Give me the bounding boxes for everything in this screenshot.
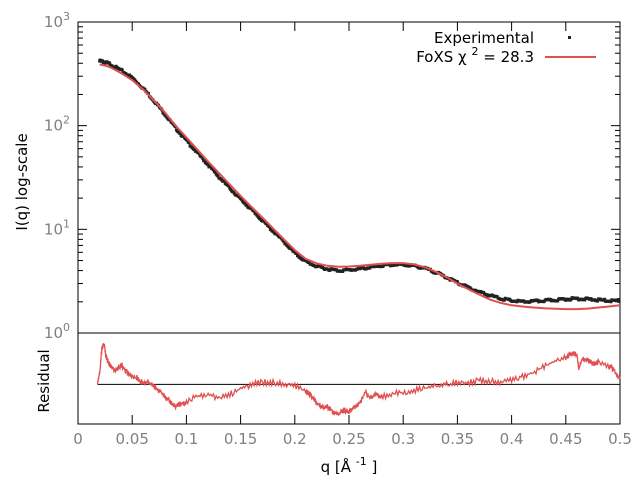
experimental-point xyxy=(197,151,201,155)
experimental-point xyxy=(178,131,182,135)
x-tick-label: 0.5 xyxy=(608,430,632,448)
experimental-point xyxy=(576,296,580,300)
experimental-point xyxy=(249,206,253,210)
experimental-point xyxy=(556,299,560,303)
experimental-point xyxy=(341,269,345,273)
x-axis: 0 0.05 0.1 0.15 0.2 0.25 0.3 0.35 0.4 0.45 0.5 q [Å… xyxy=(73,22,632,476)
x-tick-label: 0.15 xyxy=(224,430,257,448)
experimental-point xyxy=(143,87,147,91)
experimental-point xyxy=(108,61,112,65)
foxs-fit-line xyxy=(99,63,621,311)
experimental-point xyxy=(515,300,519,304)
experimental-point xyxy=(282,240,286,244)
experimental-point xyxy=(201,156,205,160)
x-axis-label: q [Å -1 ] xyxy=(321,455,378,476)
experimental-point xyxy=(209,165,213,169)
legend-marker-experimental xyxy=(568,36,571,39)
main-plot-frame xyxy=(77,21,621,334)
x-tick-label: 0.45 xyxy=(549,430,582,448)
experimental-point xyxy=(185,138,189,142)
experimental-point xyxy=(502,298,506,302)
x-tick-label: 0.05 xyxy=(115,430,148,448)
experimental-point xyxy=(200,155,204,159)
x-tick-label: 0.35 xyxy=(441,430,474,448)
x-tick-label: 0.25 xyxy=(332,430,365,448)
experimental-point xyxy=(589,297,593,301)
experimental-point xyxy=(194,148,198,152)
y-tick-label: 103 xyxy=(44,10,70,31)
residual-line xyxy=(96,342,621,417)
y-tick-label: 100 xyxy=(44,321,70,342)
experimental-point xyxy=(569,297,573,301)
main-plot-panel: 100 101 102 103 xyxy=(44,10,621,342)
experimental-point xyxy=(212,168,215,172)
experimental-point xyxy=(240,197,244,201)
experimental-point xyxy=(609,300,613,304)
experimental-point xyxy=(536,298,540,302)
experimental-point xyxy=(265,222,269,226)
x-tick-label: 0.2 xyxy=(283,430,307,448)
experimental-point xyxy=(595,299,599,303)
experimental-point xyxy=(216,174,220,178)
experimental-point xyxy=(295,251,299,255)
x-tick-label: 0.1 xyxy=(174,430,198,448)
legend-entry-experimental: Experimental xyxy=(434,29,534,47)
experimental-point xyxy=(268,225,272,229)
y-tick-label: 101 xyxy=(44,217,70,238)
x-tick-label: 0.3 xyxy=(391,430,415,448)
experimental-point xyxy=(182,134,186,138)
residual-axis-label: Residual xyxy=(35,349,53,412)
x-tick-label: 0 xyxy=(73,430,83,448)
experimental-point xyxy=(227,184,231,188)
residual-plot-panel xyxy=(77,332,621,425)
experimental-point xyxy=(202,159,206,163)
experimental-point xyxy=(616,298,620,302)
experimental-point xyxy=(193,148,197,152)
experimental-point xyxy=(213,170,217,174)
experimental-point xyxy=(284,242,288,246)
experimental-point xyxy=(617,300,621,304)
experimental-point xyxy=(252,209,256,213)
experimental-point xyxy=(120,68,124,72)
experimental-point xyxy=(307,261,311,265)
experimental-point xyxy=(187,141,191,145)
x-tick-label: 0.4 xyxy=(500,430,524,448)
experimental-series xyxy=(98,58,621,304)
experimental-point xyxy=(455,280,459,284)
experimental-point xyxy=(495,295,499,299)
experimental-point xyxy=(603,297,607,301)
y-tick-label: 102 xyxy=(44,114,70,135)
y-axis-label: I(q) log-scale xyxy=(13,133,31,230)
experimental-point xyxy=(328,268,332,272)
experimental-point xyxy=(206,163,210,167)
experimental-point xyxy=(583,298,587,302)
legend-entry-foxs: FoXS χ 2 = 28.3 xyxy=(416,45,534,66)
experimental-point xyxy=(222,179,226,183)
experimental-point xyxy=(232,191,236,195)
